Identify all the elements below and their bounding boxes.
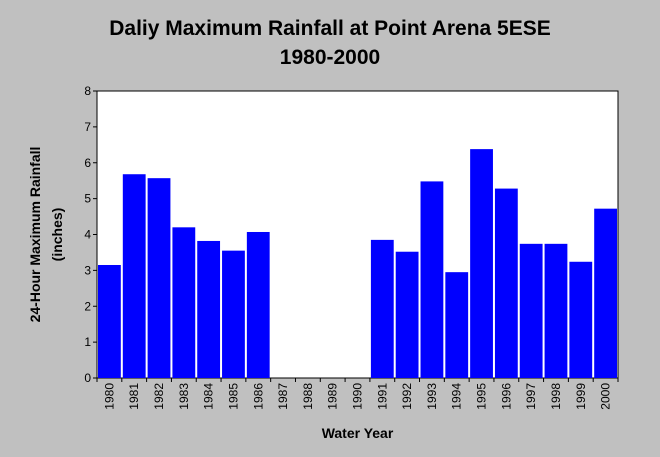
x-tick-label-1985: 1985 <box>226 383 240 410</box>
x-axis-title: Water Year <box>322 425 394 441</box>
x-tick-label-1989: 1989 <box>326 383 340 410</box>
bar-1994 <box>445 272 469 378</box>
y-axis: 0 1 2 3 4 5 6 7 8 <box>84 84 97 385</box>
x-tick-label-1987: 1987 <box>276 383 290 410</box>
y-tick-label: 6 <box>84 156 91 170</box>
x-tick-label-1981: 1981 <box>127 383 141 410</box>
x-tick-label-1995: 1995 <box>475 383 489 410</box>
y-axis-title-line1: 24-Hour Maximum Rainfall <box>27 147 43 323</box>
bar-1986 <box>246 231 270 378</box>
x-tick-label-1984: 1984 <box>202 383 216 410</box>
bar-1996 <box>494 188 518 378</box>
bar-1995 <box>470 149 493 378</box>
y-axis-title-line2: (inches) <box>49 208 65 262</box>
bar-1981 <box>122 174 146 378</box>
x-tick-label-1994: 1994 <box>450 383 464 410</box>
bar-1991 <box>370 239 394 378</box>
y-tick-label: 4 <box>84 228 91 242</box>
x-tick-label-1990: 1990 <box>351 383 365 410</box>
x-tick-label-1997: 1997 <box>524 383 538 410</box>
x-axis: 1980 1981 1982 1983 1984 1985 1986 1987 1988 1989… <box>96 378 619 410</box>
bar-1982 <box>147 178 171 378</box>
x-tick-label-1999: 1999 <box>574 383 588 410</box>
y-tick-label: 1 <box>84 335 91 349</box>
x-tick-label-1993: 1993 <box>425 383 439 410</box>
y-tick-label: 0 <box>84 371 91 385</box>
chart-title: Daliy Maximum Rainfall at Point Arena 5E… <box>109 17 551 40</box>
x-tick-label-1982: 1982 <box>152 383 166 410</box>
bar-1984 <box>197 240 221 378</box>
x-tick-label-1998: 1998 <box>549 383 563 410</box>
x-tick-label-1996: 1996 <box>499 383 513 410</box>
x-tick-label-1988: 1988 <box>301 383 315 410</box>
y-tick-label: 8 <box>84 84 91 98</box>
y-tick-label: 3 <box>84 263 91 277</box>
bar-2000 <box>594 208 617 378</box>
x-tick-label-1991: 1991 <box>375 383 389 410</box>
bar-1997 <box>519 243 543 378</box>
x-tick-label-2000: 2000 <box>599 383 613 410</box>
chart-subtitle: 1980-2000 <box>279 46 381 69</box>
bar-1999 <box>569 261 593 378</box>
bars-group <box>98 149 617 378</box>
x-tick-label-1980: 1980 <box>102 383 116 410</box>
bar-1980 <box>98 264 121 378</box>
bar-1985 <box>222 250 245 378</box>
x-tick-label-1992: 1992 <box>400 383 414 410</box>
bar-1992 <box>395 251 419 378</box>
bar-1998 <box>544 243 568 378</box>
bar-1983 <box>172 227 196 378</box>
x-tick-label-1986: 1986 <box>251 383 265 410</box>
x-tick-label-1983: 1983 <box>177 383 191 410</box>
y-tick-label: 2 <box>84 299 91 313</box>
y-tick-label: 5 <box>84 192 91 206</box>
bar-1993 <box>420 181 444 378</box>
y-tick-label: 7 <box>84 120 91 134</box>
